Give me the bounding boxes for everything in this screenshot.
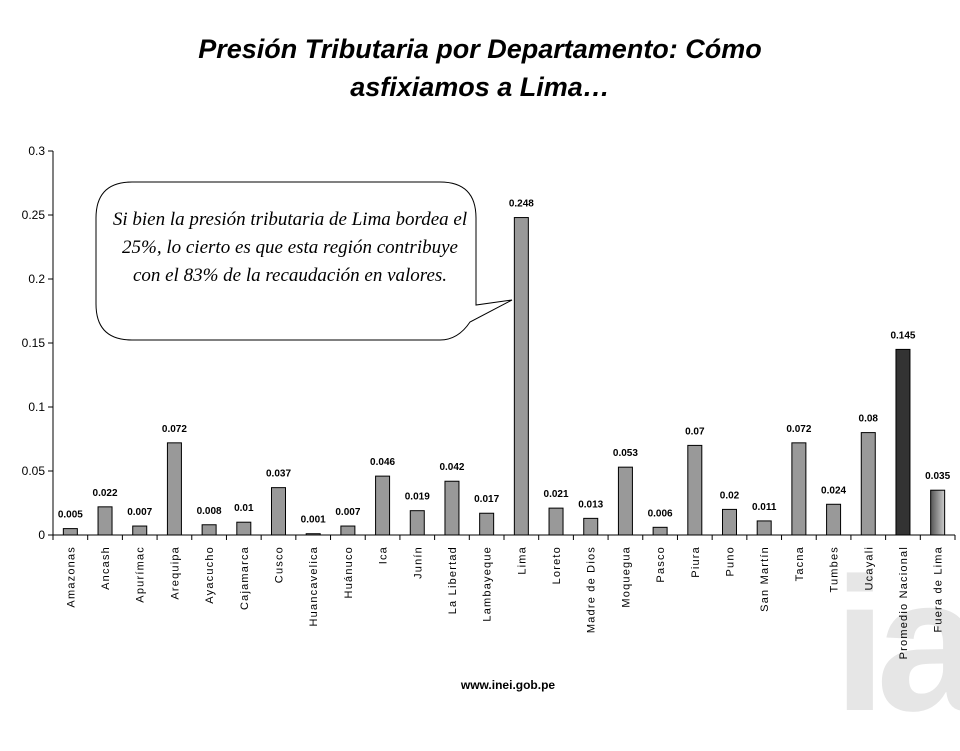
data-label: 0.035 [925, 471, 950, 482]
x-tick-label: Fuera de Lima [933, 546, 945, 633]
chart-title-line-1: Presión Tributaria por Departamento: Cóm… [198, 34, 762, 64]
y-tick-label: 0.05 [22, 464, 46, 478]
x-tick-label: Ica [378, 546, 390, 564]
bar [271, 487, 286, 536]
data-label: 0.046 [370, 457, 395, 468]
x-tick-label: Arequipa [169, 546, 181, 600]
bar [722, 508, 737, 536]
x-tick-label: Junín [412, 546, 424, 579]
y-tick-label: 0 [38, 528, 45, 542]
data-label: 0.01 [234, 503, 254, 514]
x-tick-label: Cajamarca [239, 546, 251, 610]
x-tick-label: Lima [516, 546, 528, 575]
data-label: 0.008 [197, 506, 222, 517]
x-tick-label: Amazonas [65, 546, 77, 608]
bar [617, 466, 633, 536]
x-tick-label: Ayacucho [204, 546, 216, 604]
data-label: 0.042 [439, 462, 464, 473]
bar [930, 489, 946, 536]
data-label: 0.007 [335, 507, 360, 518]
x-tick-label: Cusco [274, 546, 286, 583]
bar [409, 510, 425, 536]
chart-bars [62, 217, 946, 536]
x-tick-label: San Martín [759, 546, 771, 612]
bar [791, 442, 807, 536]
bar [375, 475, 391, 536]
data-label: 0.024 [821, 485, 846, 496]
data-label: 0.006 [648, 508, 673, 519]
x-tick-label: Promedio Nacional [898, 546, 910, 659]
bar [860, 432, 876, 536]
data-label: 0.145 [890, 330, 915, 341]
x-tick-label: Apurímac [135, 546, 147, 603]
x-tick-label: Tumbes [829, 546, 841, 593]
x-tick-label: Ancash [100, 546, 112, 590]
bar-chart: 00.050.10.150.20.250.3 0.0050.0220.0070.… [22, 144, 956, 659]
y-tick-label: 0.3 [28, 144, 45, 158]
bar [652, 526, 668, 536]
data-label: 0.017 [474, 494, 499, 505]
x-tick-label: Moquegua [620, 546, 632, 608]
x-tick-label: La Libertad [447, 546, 459, 614]
bar [201, 524, 217, 536]
y-tick-label: 0.2 [28, 272, 45, 286]
bar [548, 507, 564, 536]
data-label: 0.011 [752, 502, 777, 513]
data-label: 0.248 [509, 199, 534, 210]
data-label: 0.037 [266, 469, 291, 480]
chart-title: Presión Tributaria por Departamento: Cóm… [0, 30, 960, 106]
data-label: 0.07 [685, 426, 705, 437]
chart-title-line-2: asfixiamos a Lima… [350, 72, 610, 102]
x-tick-label: Piura [690, 546, 702, 578]
x-tick-label: Pasco [655, 546, 667, 583]
data-label: 0.022 [93, 488, 118, 499]
bar [97, 506, 113, 536]
source-url: www.inei.gob.pe [460, 678, 556, 692]
x-tick-label: Tacna [794, 546, 806, 581]
chart-x-tick-labels: Amazonas Ancash Apurímac Arequipa Ayacucho Ca… [65, 546, 944, 659]
bar [305, 533, 321, 536]
data-label: 0.007 [127, 507, 152, 518]
x-tick-label: Lambayeque [482, 546, 494, 622]
y-tick-label: 0.1 [28, 400, 45, 414]
x-tick-label: Loreto [551, 546, 563, 584]
data-label: 0.053 [613, 448, 638, 459]
bar [826, 503, 842, 536]
bar [340, 525, 356, 536]
y-tick-label: 0.15 [22, 336, 46, 350]
bar [132, 525, 148, 536]
data-label: 0.019 [405, 492, 430, 503]
bar [583, 517, 599, 536]
bar [895, 348, 911, 536]
data-label: 0.08 [859, 414, 879, 425]
x-tick-label: Puno [725, 546, 737, 577]
y-tick-label: 0.25 [22, 208, 46, 222]
bar [166, 442, 182, 536]
bar [513, 217, 529, 536]
bar [444, 480, 460, 536]
chart-data-labels: 0.005 0.022 0.007 0.072 0.008 0.01 0.037 0.001 0… [58, 199, 951, 526]
callout-bubble [95, 181, 513, 341]
x-tick-label: Ucayali [863, 546, 875, 590]
data-label: 0.001 [301, 515, 326, 526]
data-label: 0.005 [58, 510, 83, 521]
x-tick-label: Huánuco [343, 546, 355, 598]
x-tick-label: Madre de Dios [586, 546, 598, 633]
data-label: 0.072 [162, 424, 187, 435]
data-label: 0.02 [720, 490, 740, 501]
x-tick-label: Huancavelica [308, 546, 320, 626]
callout-text: Si bien la presión tributaria de Lima bo… [112, 209, 468, 286]
bar [756, 520, 772, 536]
bar [236, 521, 252, 536]
data-label: 0.072 [786, 424, 811, 435]
bar [62, 528, 78, 536]
data-label: 0.021 [544, 489, 569, 500]
callout-shape [95, 181, 513, 341]
data-label: 0.013 [578, 499, 603, 510]
bar [687, 444, 703, 536]
bar [479, 512, 495, 536]
